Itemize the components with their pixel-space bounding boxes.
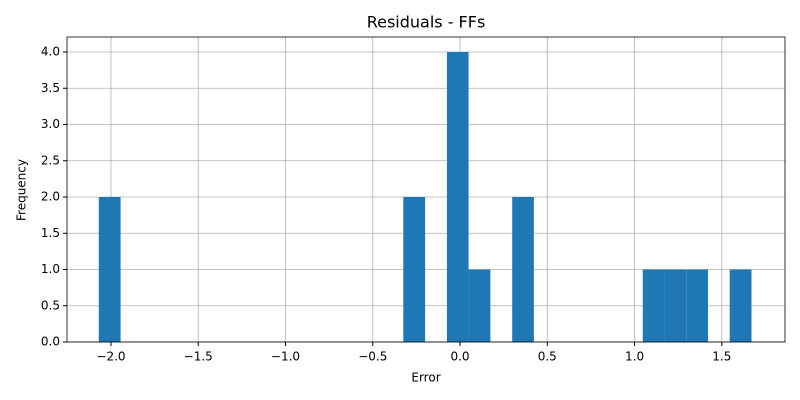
plot-frame — [66, 36, 786, 343]
x-tick-label: −1.5 — [184, 350, 213, 364]
chart-title: Residuals - FFs — [367, 13, 486, 32]
bar — [403, 197, 426, 342]
y-tick-label: 4.0 — [41, 45, 60, 59]
bar — [98, 197, 121, 342]
y-tick-label: 0.0 — [41, 335, 60, 349]
x-tick-label: −2.0 — [96, 350, 125, 364]
y-tick-label: 3.5 — [41, 81, 60, 95]
bar — [686, 269, 709, 342]
x-tick-label: −1.0 — [271, 350, 300, 364]
bar — [642, 269, 665, 342]
bar — [468, 269, 491, 342]
y-tick-label: 1.0 — [41, 262, 60, 276]
x-tick-label: 1.5 — [712, 350, 731, 364]
x-tick-label: −0.5 — [358, 350, 387, 364]
y-tick-label: 2.0 — [41, 190, 60, 204]
bar — [512, 197, 534, 342]
bar — [664, 269, 687, 342]
y-tick-label: 2.5 — [41, 153, 60, 167]
bar — [446, 52, 469, 342]
y-tick-label: 1.5 — [41, 226, 60, 240]
y-axis-label: Frequency — [15, 159, 29, 221]
x-tick-label: 0.5 — [538, 350, 557, 364]
bar — [729, 269, 752, 342]
y-tick-label: 0.5 — [41, 298, 60, 312]
x-tick-label: 0.0 — [450, 350, 469, 364]
x-tick-label: 1.0 — [625, 350, 644, 364]
x-axis-label: Error — [411, 371, 440, 385]
y-tick-label: 3.0 — [41, 117, 60, 131]
